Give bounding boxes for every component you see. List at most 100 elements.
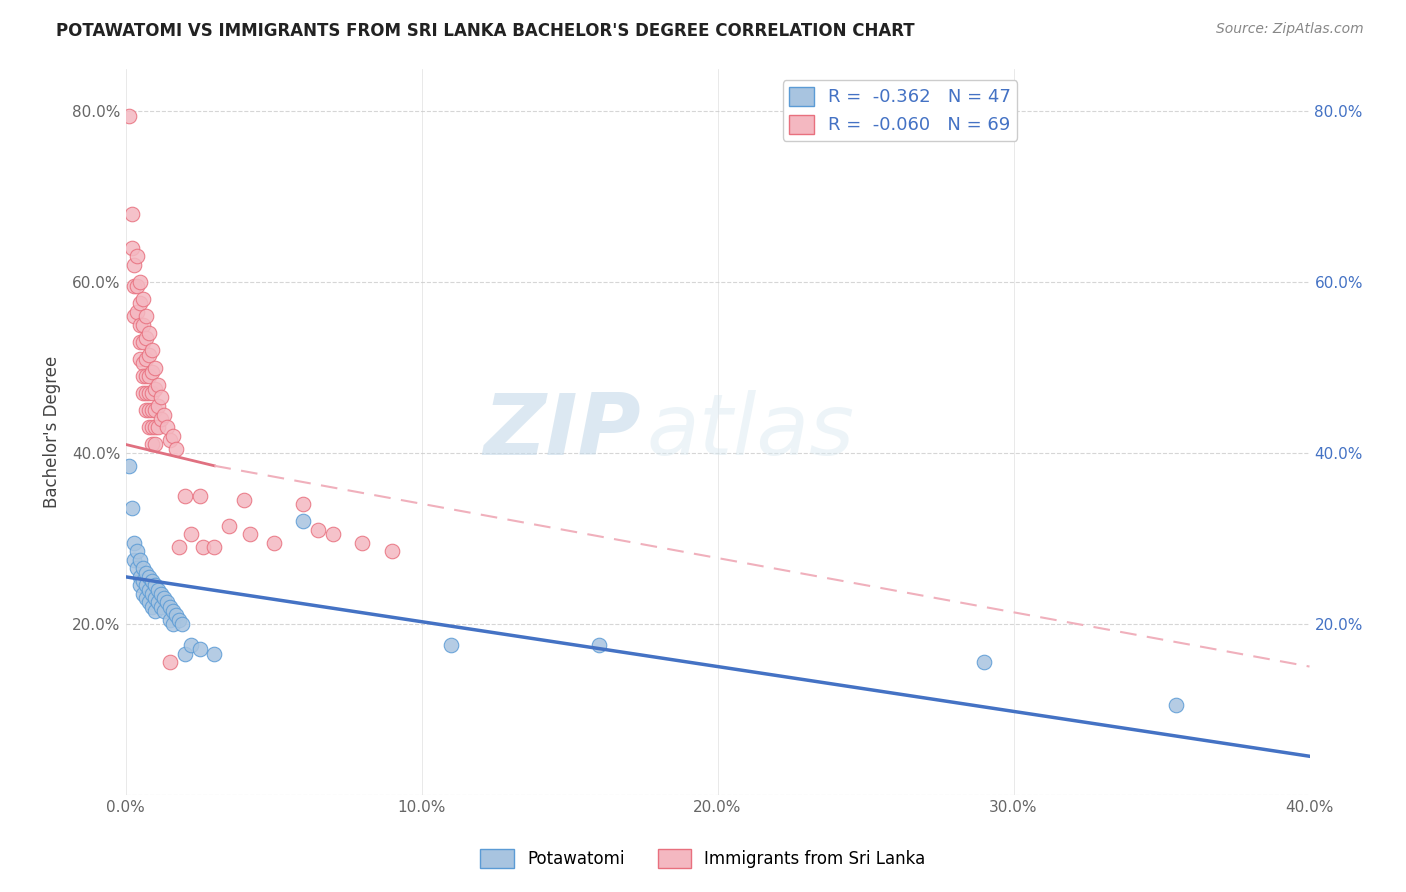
Point bbox=[129, 570, 152, 584]
Point bbox=[173, 489, 195, 503]
Point bbox=[165, 442, 187, 456]
Point bbox=[141, 587, 163, 601]
Point bbox=[121, 501, 143, 516]
Point bbox=[138, 420, 160, 434]
Point bbox=[173, 647, 195, 661]
Point bbox=[135, 369, 157, 384]
Point bbox=[162, 604, 184, 618]
Point bbox=[143, 578, 166, 592]
Point bbox=[141, 365, 163, 379]
Point bbox=[135, 331, 157, 345]
Point bbox=[352, 535, 374, 549]
Point bbox=[135, 403, 157, 417]
Point bbox=[138, 348, 160, 362]
Text: POTAWATOMI VS IMMIGRANTS FROM SRI LANKA BACHELOR'S DEGREE CORRELATION CHART: POTAWATOMI VS IMMIGRANTS FROM SRI LANKA … bbox=[56, 22, 915, 40]
Point bbox=[127, 305, 149, 319]
Point bbox=[143, 360, 166, 375]
Point bbox=[170, 616, 193, 631]
Point bbox=[135, 566, 157, 580]
Point bbox=[159, 599, 181, 614]
Point bbox=[132, 574, 155, 588]
Legend: Potawatomi, Immigrants from Sri Lanka: Potawatomi, Immigrants from Sri Lanka bbox=[474, 842, 932, 875]
Point bbox=[129, 578, 152, 592]
Point bbox=[381, 544, 404, 558]
Point bbox=[127, 561, 149, 575]
Point bbox=[132, 334, 155, 349]
Point bbox=[263, 535, 285, 549]
Point bbox=[150, 599, 173, 614]
Point bbox=[132, 561, 155, 575]
Point bbox=[124, 553, 146, 567]
Point bbox=[129, 318, 152, 332]
Point bbox=[135, 386, 157, 401]
Text: atlas: atlas bbox=[647, 390, 855, 473]
Text: ZIP: ZIP bbox=[484, 390, 641, 473]
Point bbox=[138, 369, 160, 384]
Point bbox=[153, 591, 176, 606]
Point bbox=[218, 518, 240, 533]
Point bbox=[146, 399, 169, 413]
Point bbox=[117, 458, 139, 473]
Point bbox=[132, 386, 155, 401]
Point bbox=[153, 408, 176, 422]
Point bbox=[138, 582, 160, 597]
Point bbox=[124, 310, 146, 324]
Point bbox=[132, 292, 155, 306]
Point bbox=[124, 535, 146, 549]
Point bbox=[322, 527, 344, 541]
Point bbox=[141, 386, 163, 401]
Point bbox=[138, 326, 160, 341]
Point bbox=[135, 578, 157, 592]
Point bbox=[138, 403, 160, 417]
Point bbox=[153, 604, 176, 618]
Point bbox=[129, 275, 152, 289]
Point bbox=[117, 108, 139, 122]
Point bbox=[121, 207, 143, 221]
Point bbox=[150, 587, 173, 601]
Point bbox=[239, 527, 262, 541]
Point bbox=[588, 638, 610, 652]
Point bbox=[129, 296, 152, 310]
Point bbox=[141, 420, 163, 434]
Point bbox=[150, 391, 173, 405]
Point bbox=[180, 638, 202, 652]
Point bbox=[138, 570, 160, 584]
Point bbox=[132, 587, 155, 601]
Point bbox=[127, 250, 149, 264]
Point bbox=[132, 318, 155, 332]
Y-axis label: Bachelor's Degree: Bachelor's Degree bbox=[44, 356, 60, 508]
Point bbox=[146, 420, 169, 434]
Point bbox=[138, 595, 160, 609]
Point bbox=[143, 382, 166, 396]
Point bbox=[156, 595, 179, 609]
Point bbox=[146, 595, 169, 609]
Point bbox=[162, 616, 184, 631]
Point bbox=[132, 369, 155, 384]
Point bbox=[129, 351, 152, 366]
Text: Source: ZipAtlas.com: Source: ZipAtlas.com bbox=[1216, 22, 1364, 37]
Point bbox=[135, 351, 157, 366]
Point bbox=[188, 489, 211, 503]
Point bbox=[180, 527, 202, 541]
Point bbox=[135, 310, 157, 324]
Point bbox=[233, 492, 256, 507]
Point bbox=[129, 334, 152, 349]
Point bbox=[162, 429, 184, 443]
Point bbox=[124, 258, 146, 272]
Point bbox=[159, 613, 181, 627]
Point bbox=[141, 599, 163, 614]
Point bbox=[121, 241, 143, 255]
Point bbox=[143, 591, 166, 606]
Point bbox=[132, 356, 155, 370]
Point bbox=[159, 655, 181, 669]
Legend: R =  -0.362   N = 47, R =  -0.060   N = 69: R = -0.362 N = 47, R = -0.060 N = 69 bbox=[783, 80, 1017, 141]
Point bbox=[167, 540, 190, 554]
Point bbox=[1166, 698, 1188, 712]
Point bbox=[124, 279, 146, 293]
Point bbox=[141, 437, 163, 451]
Point bbox=[143, 437, 166, 451]
Point bbox=[141, 574, 163, 588]
Point bbox=[141, 403, 163, 417]
Point bbox=[127, 279, 149, 293]
Point bbox=[292, 497, 315, 511]
